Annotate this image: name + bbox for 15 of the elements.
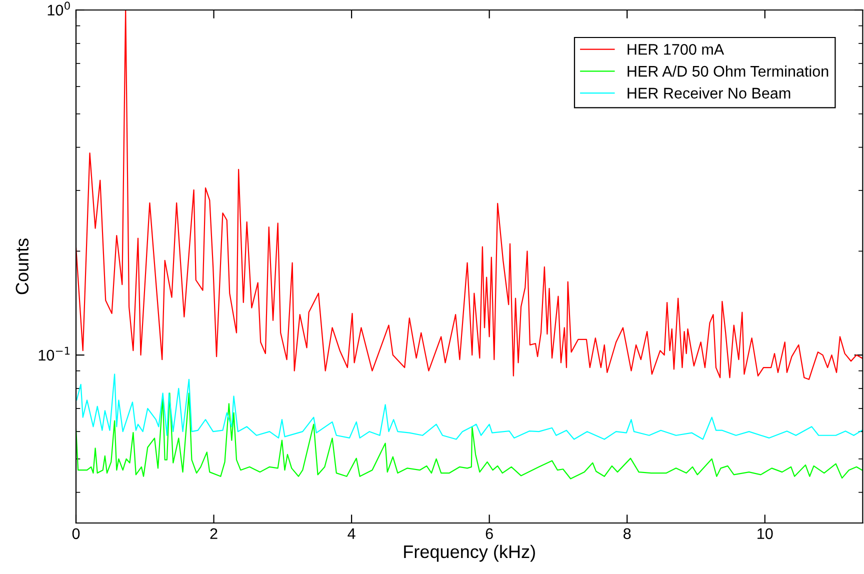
line-series (76, 374, 863, 440)
y-axis-title: Counts (16, 238, 29, 294)
x-tick-label: 4 (348, 528, 356, 539)
line-series (76, 392, 863, 480)
x-tick-label: 10 (758, 528, 773, 540)
y-tick-label: 10$^{−1}$ (38, 346, 70, 361)
legend-label: HER A/D 50 Ohm Termination (628, 65, 828, 77)
x-tick-label: 0 (72, 528, 80, 540)
x-tick-label: 2 (210, 528, 218, 539)
legend-label: HER 1700 mA (628, 44, 724, 55)
legend-label: HER Receiver No Beam (628, 87, 790, 99)
x-axis-title: Frequency (kHz) (404, 544, 535, 562)
y-tick-label: 10$^{0}$ (48, 2, 70, 16)
x-tick-label: 8 (624, 528, 631, 540)
x-tick-label: 6 (486, 528, 493, 540)
